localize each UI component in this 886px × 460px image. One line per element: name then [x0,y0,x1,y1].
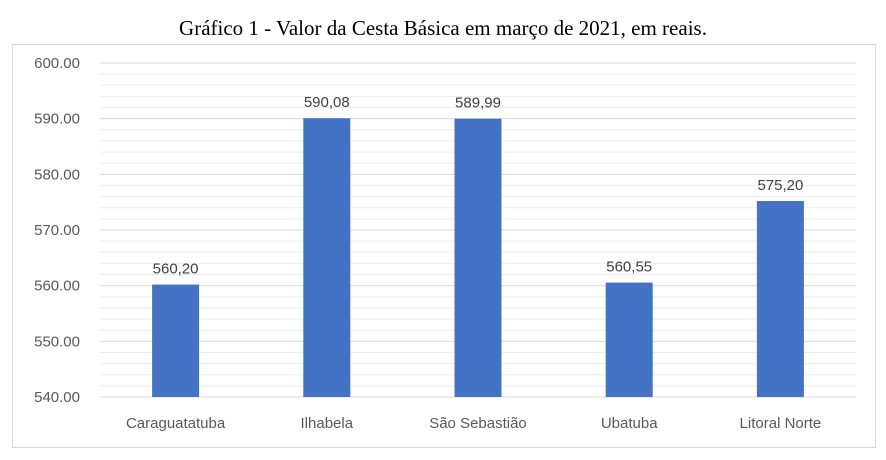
bar [454,118,502,397]
y-tick-label: 550.00 [34,333,80,350]
category-label: São Sebastião [429,415,527,432]
data-label: 560,55 [606,259,652,276]
data-label: 575,20 [757,177,803,194]
y-tick-label: 590.00 [34,111,80,128]
bar [605,282,653,397]
chart-title: Gráfico 1 - Valor da Cesta Básica em mar… [179,16,707,40]
bar [303,118,351,397]
y-tick-label: 600.00 [34,55,80,72]
category-label: Caraguatatuba [126,415,226,432]
data-label: 590,08 [304,94,350,111]
category-label: Ilhabela [301,415,354,432]
chart-frame [12,44,876,448]
bars [152,118,804,397]
y-tick-label: 580.00 [34,166,80,183]
category-label: Litoral Norte [740,415,822,432]
y-tick-label: 540.00 [34,389,80,406]
y-tick-label: 560.00 [34,278,80,295]
category-labels: Caraguatatuba Ilhabela São Sebastião Ubatub… [126,415,821,432]
data-label: 589,99 [455,95,501,112]
y-axis-tick-labels: 540.00 550.00 560.00 570.00 580.00 590.00 600.… [34,55,80,406]
y-tick-label: 570.00 [34,222,80,239]
data-label: 560,20 [153,261,199,278]
data-labels: 560,20 590,08 589,99 560,55 575,20 [153,94,804,277]
bar [152,284,200,397]
category-label: Ubatuba [601,415,658,432]
bar [756,201,804,397]
